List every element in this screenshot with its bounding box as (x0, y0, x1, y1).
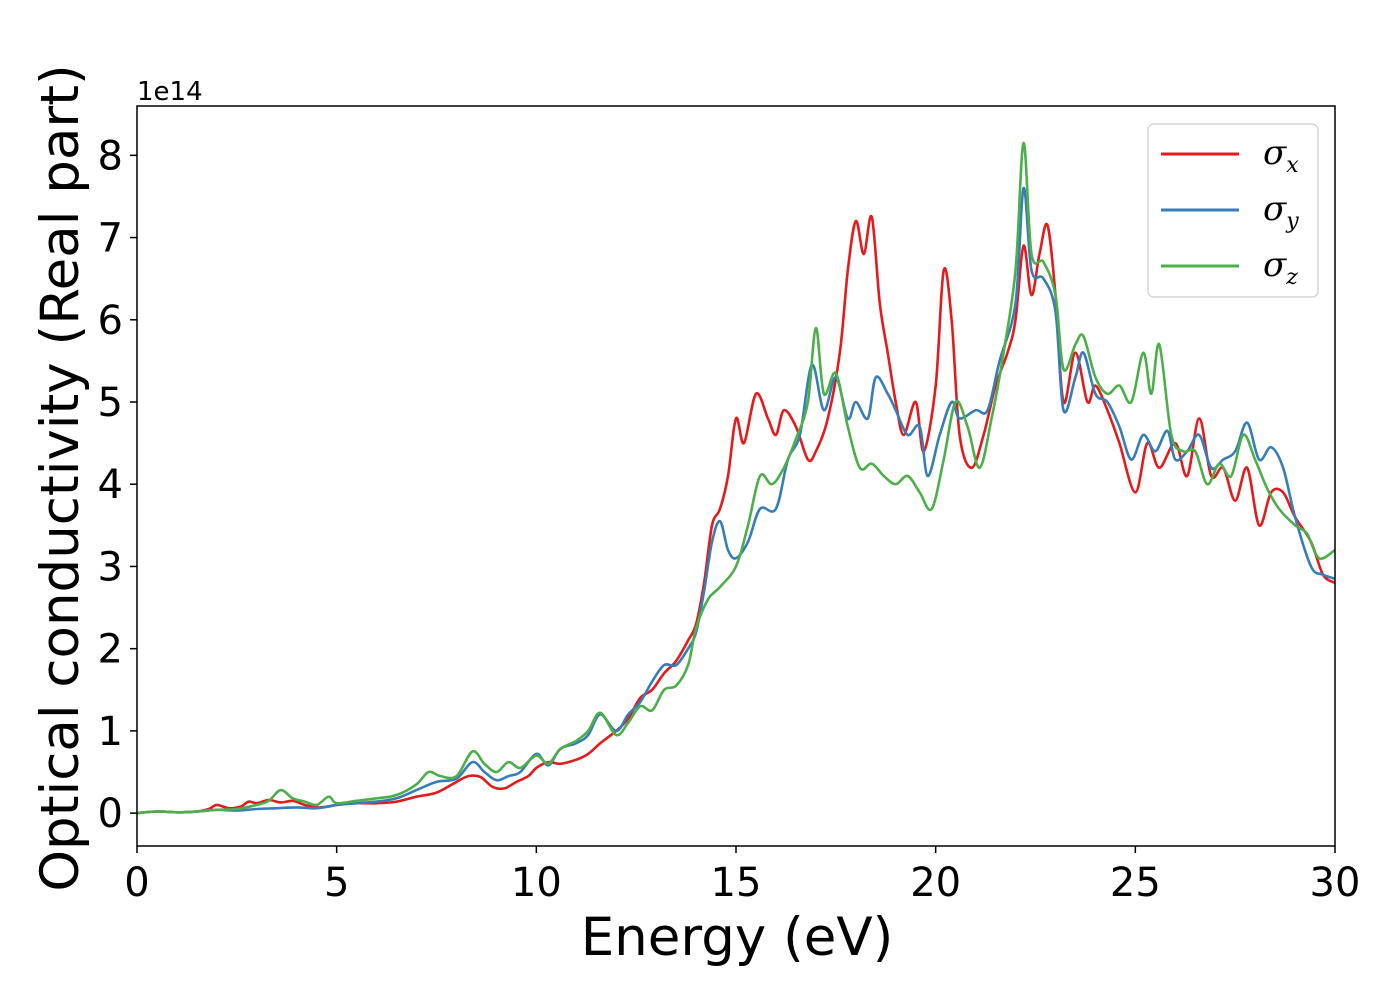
y-axis-label: Optical conductivity (Real part) (30, 64, 91, 891)
x-tick-label: 15 (711, 860, 762, 906)
y-offset-label: 1e14 (137, 77, 203, 107)
x-tick-label: 20 (910, 860, 961, 906)
y-tick-label: 0 (98, 791, 123, 837)
axis-ticks: 0 5 10 15 20 25 30 0 1 2 3 4 5 6 7 8 (98, 133, 1361, 906)
y-tick-label: 3 (98, 544, 123, 590)
plot-lines (136, 141, 1336, 815)
plot-frame (136, 105, 1336, 847)
x-tick-label: 10 (511, 860, 562, 906)
y-tick-label: 6 (98, 298, 123, 344)
legend-label-y: σy (1263, 189, 1299, 234)
y-tick-label: 4 (98, 462, 123, 508)
series-line-z (136, 141, 1336, 815)
x-tick-label: 5 (324, 860, 349, 906)
x-tick-label: 30 (1310, 860, 1361, 906)
y-tick-label: 1 (98, 709, 123, 755)
x-axis-label: Energy (eV) (581, 907, 894, 968)
series-line-y (136, 186, 1336, 815)
x-tick-label: 0 (124, 860, 149, 906)
series-line-x (136, 214, 1336, 815)
y-tick-label: 5 (98, 380, 123, 426)
y-tick-label: 7 (98, 216, 123, 262)
x-tick-label: 25 (1110, 860, 1161, 906)
y-tick-label: 8 (98, 133, 123, 179)
y-tick-label: 2 (98, 627, 123, 673)
